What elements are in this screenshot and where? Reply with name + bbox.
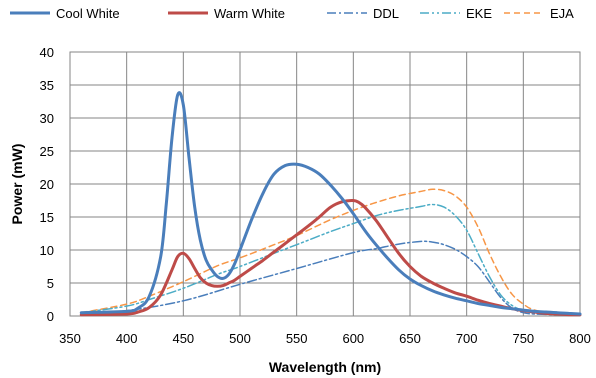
series-lines xyxy=(79,91,582,317)
x-tick-label: 800 xyxy=(569,331,591,346)
legend-label: EKE xyxy=(466,6,492,21)
y-tick-label: 40 xyxy=(40,45,54,60)
y-tick-label: 30 xyxy=(40,111,54,126)
legend: Cool White Warm White DDL EKE EJA xyxy=(10,6,574,21)
x-tick-label: 500 xyxy=(229,331,251,346)
y-tick-label: 15 xyxy=(40,210,54,225)
y-tick-label: 20 xyxy=(40,177,54,192)
series-line-warm-white xyxy=(79,198,582,317)
y-axis-label: Power (mW) xyxy=(9,144,25,225)
grid-lines xyxy=(69,51,581,317)
x-tick-label: 350 xyxy=(59,331,81,346)
x-axis-label: Wavelength (nm) xyxy=(269,359,381,375)
y-tick-label: 35 xyxy=(40,78,54,93)
series-line-eke xyxy=(80,203,581,316)
x-tick-label: 400 xyxy=(116,331,138,346)
plot-area-border xyxy=(69,51,581,317)
series-line-eja xyxy=(80,188,581,315)
y-tick-label: 5 xyxy=(47,276,54,291)
series-line-cool-white xyxy=(79,91,582,316)
y-tick-label: 25 xyxy=(40,144,54,159)
series-line-ddl xyxy=(80,240,581,317)
legend-label: Cool White xyxy=(56,6,120,21)
legend-label: Warm White xyxy=(214,6,285,21)
y-tick-label: 10 xyxy=(40,243,54,258)
y-tick-label: 0 xyxy=(47,309,54,324)
x-tick-label: 750 xyxy=(512,331,534,346)
x-tick-label: 650 xyxy=(399,331,421,346)
x-tick-label: 450 xyxy=(172,331,194,346)
y-axis-ticks: 0 5 10 15 20 25 30 35 40 xyxy=(40,45,54,324)
x-tick-label: 550 xyxy=(286,331,308,346)
legend-label: DDL xyxy=(373,6,399,21)
x-tick-label: 700 xyxy=(456,331,478,346)
x-tick-label: 600 xyxy=(342,331,364,346)
legend-label: EJA xyxy=(550,6,574,21)
x-axis-ticks: 350 400 450 500 550 600 650 700 750 800 xyxy=(59,331,591,346)
